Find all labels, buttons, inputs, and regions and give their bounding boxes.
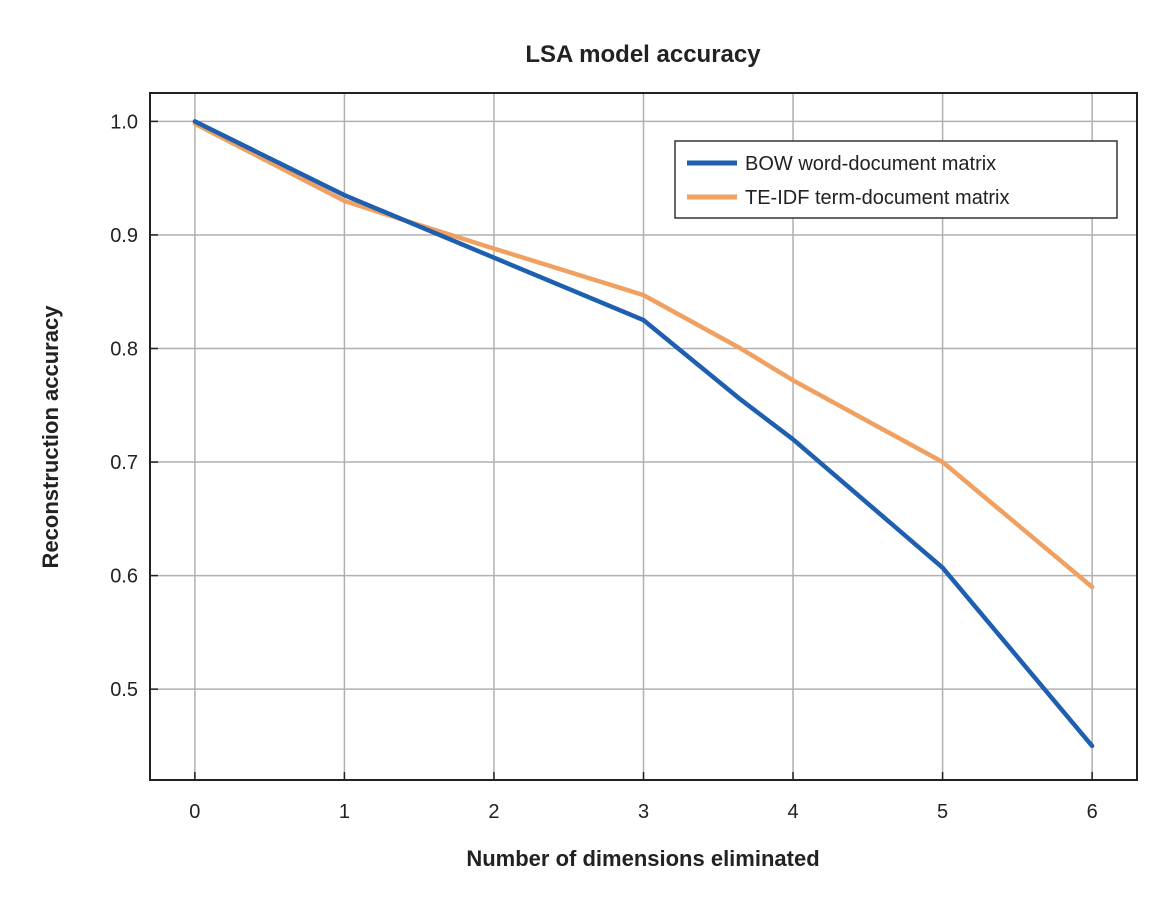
legend: BOW word-document matrix TE-IDF term-docu… bbox=[674, 140, 1118, 219]
x-tick-label: 4 bbox=[787, 801, 798, 823]
x-tick-label: 5 bbox=[937, 801, 948, 823]
legend-box bbox=[674, 140, 1118, 219]
y-tick-label: 0.6 bbox=[110, 566, 138, 588]
x-axis-label: Number of dimensions eliminated bbox=[466, 846, 819, 871]
x-tick-label: 0 bbox=[189, 801, 200, 823]
y-tick-label: 1.0 bbox=[110, 111, 138, 133]
y-axis-ticks: 0.5 0.6 0.7 0.8 0.9 1.0 bbox=[110, 111, 158, 701]
series-line bbox=[192, 119, 1095, 749]
legend-label: TE-IDF term-document matrix bbox=[745, 187, 1009, 209]
y-tick-label: 0.9 bbox=[110, 225, 138, 247]
y-tick-label: 0.7 bbox=[110, 452, 138, 474]
series-line bbox=[192, 121, 1095, 590]
x-tick-label: 6 bbox=[1087, 801, 1098, 823]
series-lines bbox=[192, 119, 1095, 749]
x-tick-label: 1 bbox=[339, 801, 350, 823]
x-tick-label: 2 bbox=[488, 801, 499, 823]
y-tick-label: 0.8 bbox=[110, 338, 138, 360]
legend-label: BOW word-document matrix bbox=[745, 153, 996, 175]
x-tick-label: 3 bbox=[638, 801, 649, 823]
y-tick-label: 0.5 bbox=[110, 679, 138, 701]
y-axis-label: Reconstruction accuracy bbox=[38, 305, 63, 569]
chart-title: LSA model accuracy bbox=[525, 41, 761, 68]
x-axis-ticks: 0 1 2 3 4 5 6 bbox=[189, 772, 1098, 823]
